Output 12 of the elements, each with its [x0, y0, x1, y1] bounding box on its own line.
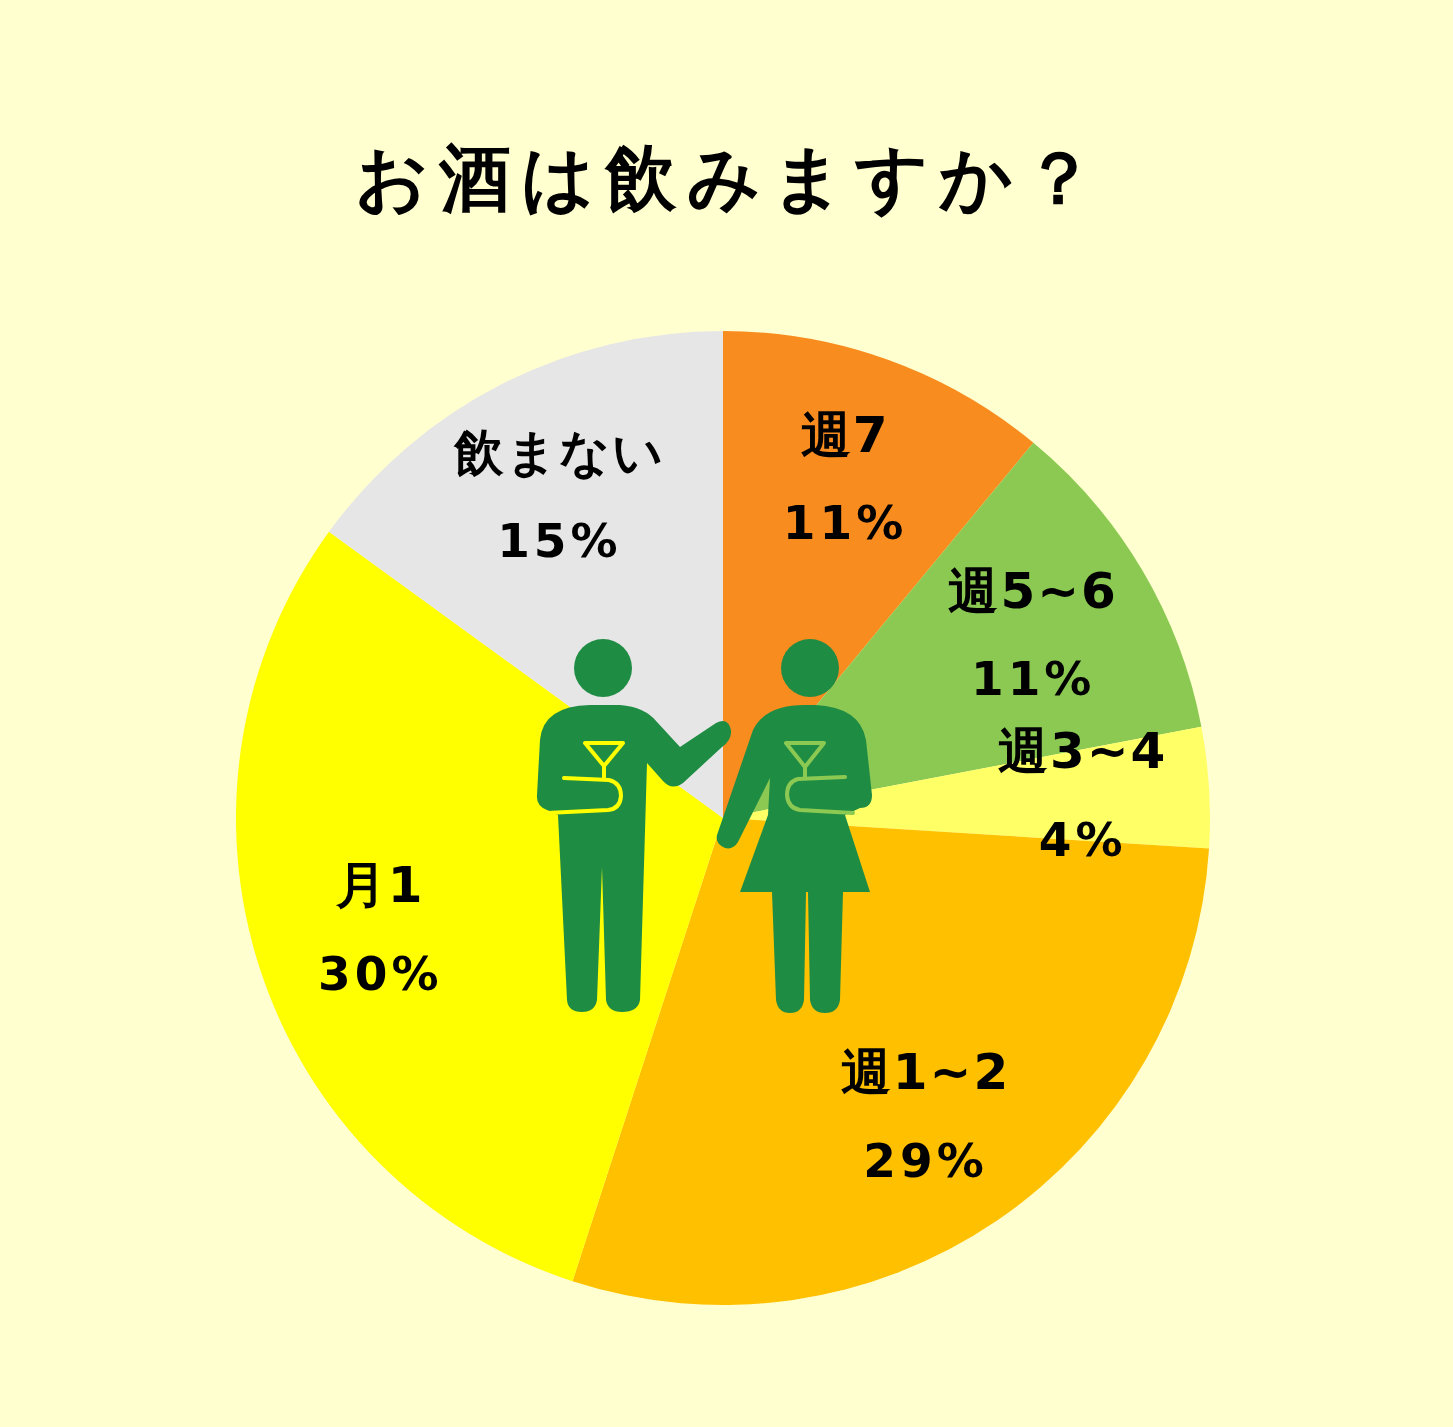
title: お酒は飲みますか？	[355, 136, 1105, 220]
data-label: 4%	[1038, 811, 1127, 867]
slice-label: 月1	[334, 856, 425, 915]
data-label: 11%	[782, 495, 908, 551]
slice-label: 週1~2	[840, 1043, 1011, 1102]
slice-label: 週5~6	[948, 561, 1118, 620]
data-label: 30%	[318, 945, 443, 1001]
data-label: 29%	[863, 1132, 988, 1188]
data-label: 11%	[970, 651, 1096, 707]
data-label: 15%	[497, 513, 622, 569]
slice-label: 飲まない	[452, 423, 665, 482]
slice-label: 週7	[800, 405, 890, 464]
